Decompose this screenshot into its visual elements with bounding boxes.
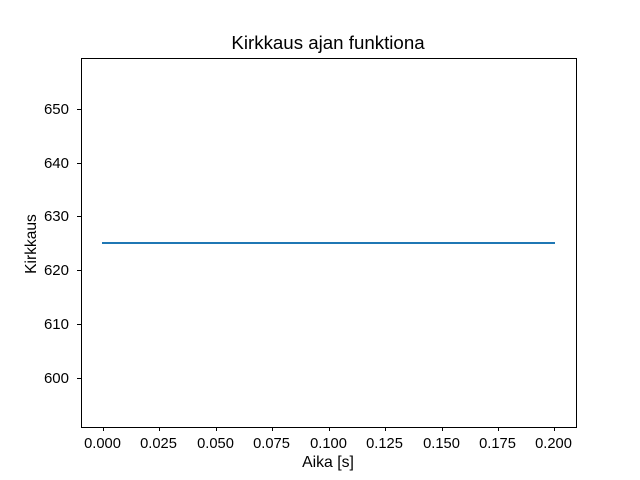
svg-text:0.025: 0.025 [140, 436, 177, 452]
svg-text:600: 600 [44, 370, 69, 387]
svg-text:0.100: 0.100 [310, 436, 347, 452]
svg-text:Kirkkaus ajan funktiona: Kirkkaus ajan funktiona [231, 32, 425, 53]
svg-text:0.200: 0.200 [535, 436, 572, 452]
svg-text:0.000: 0.000 [84, 436, 121, 452]
svg-text:0.050: 0.050 [197, 436, 234, 452]
svg-text:0.075: 0.075 [253, 436, 290, 452]
svg-text:610: 610 [44, 316, 69, 333]
svg-text:0.175: 0.175 [479, 436, 516, 452]
svg-text:Aika [s]: Aika [s] [302, 454, 354, 471]
svg-text:620: 620 [44, 262, 69, 279]
svg-text:0.150: 0.150 [423, 436, 460, 452]
svg-text:630: 630 [44, 208, 69, 225]
svg-text:650: 650 [44, 101, 69, 118]
svg-text:640: 640 [44, 155, 69, 172]
svg-text:0.125: 0.125 [366, 436, 403, 452]
svg-text:Kirkkaus: Kirkkaus [23, 214, 40, 274]
